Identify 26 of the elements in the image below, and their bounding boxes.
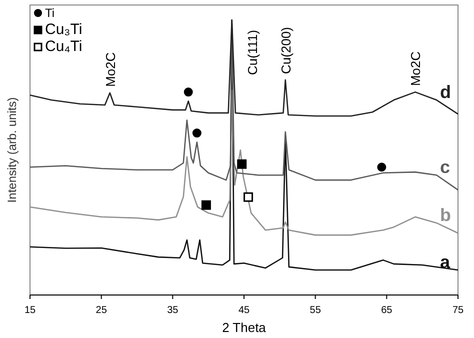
point xyxy=(244,192,254,202)
annotation: Mo2C xyxy=(102,52,118,87)
x-axis-title: 2 Theta xyxy=(222,320,267,335)
annotation: Cu(111) xyxy=(244,30,260,75)
y-axis-title: Intensity (arb. units) xyxy=(5,97,19,203)
x-tick-label: 25 xyxy=(96,305,108,316)
series-label: d xyxy=(440,82,451,102)
series-label: b xyxy=(440,204,451,225)
series-label: c xyxy=(440,157,450,178)
annotation: Cu(200) xyxy=(278,26,294,74)
series-label: a xyxy=(440,252,451,272)
x-tick-label: 55 xyxy=(310,305,322,316)
x-tick-label: 65 xyxy=(381,305,393,316)
x-tick-label: 15 xyxy=(24,305,36,316)
x-tick-label: 75 xyxy=(452,305,464,316)
point xyxy=(237,159,247,169)
x-tick-label: 45 xyxy=(238,305,250,316)
annotation: Mo2C xyxy=(408,51,424,86)
legend-label: Ti xyxy=(45,6,55,20)
point xyxy=(192,128,202,138)
point xyxy=(201,200,211,210)
legend-label: Cu₃Ti xyxy=(45,21,82,38)
point xyxy=(184,88,193,97)
x-tick-label: 35 xyxy=(167,305,179,316)
point xyxy=(377,162,386,172)
legend-label: Cu₄Ti xyxy=(45,38,82,55)
